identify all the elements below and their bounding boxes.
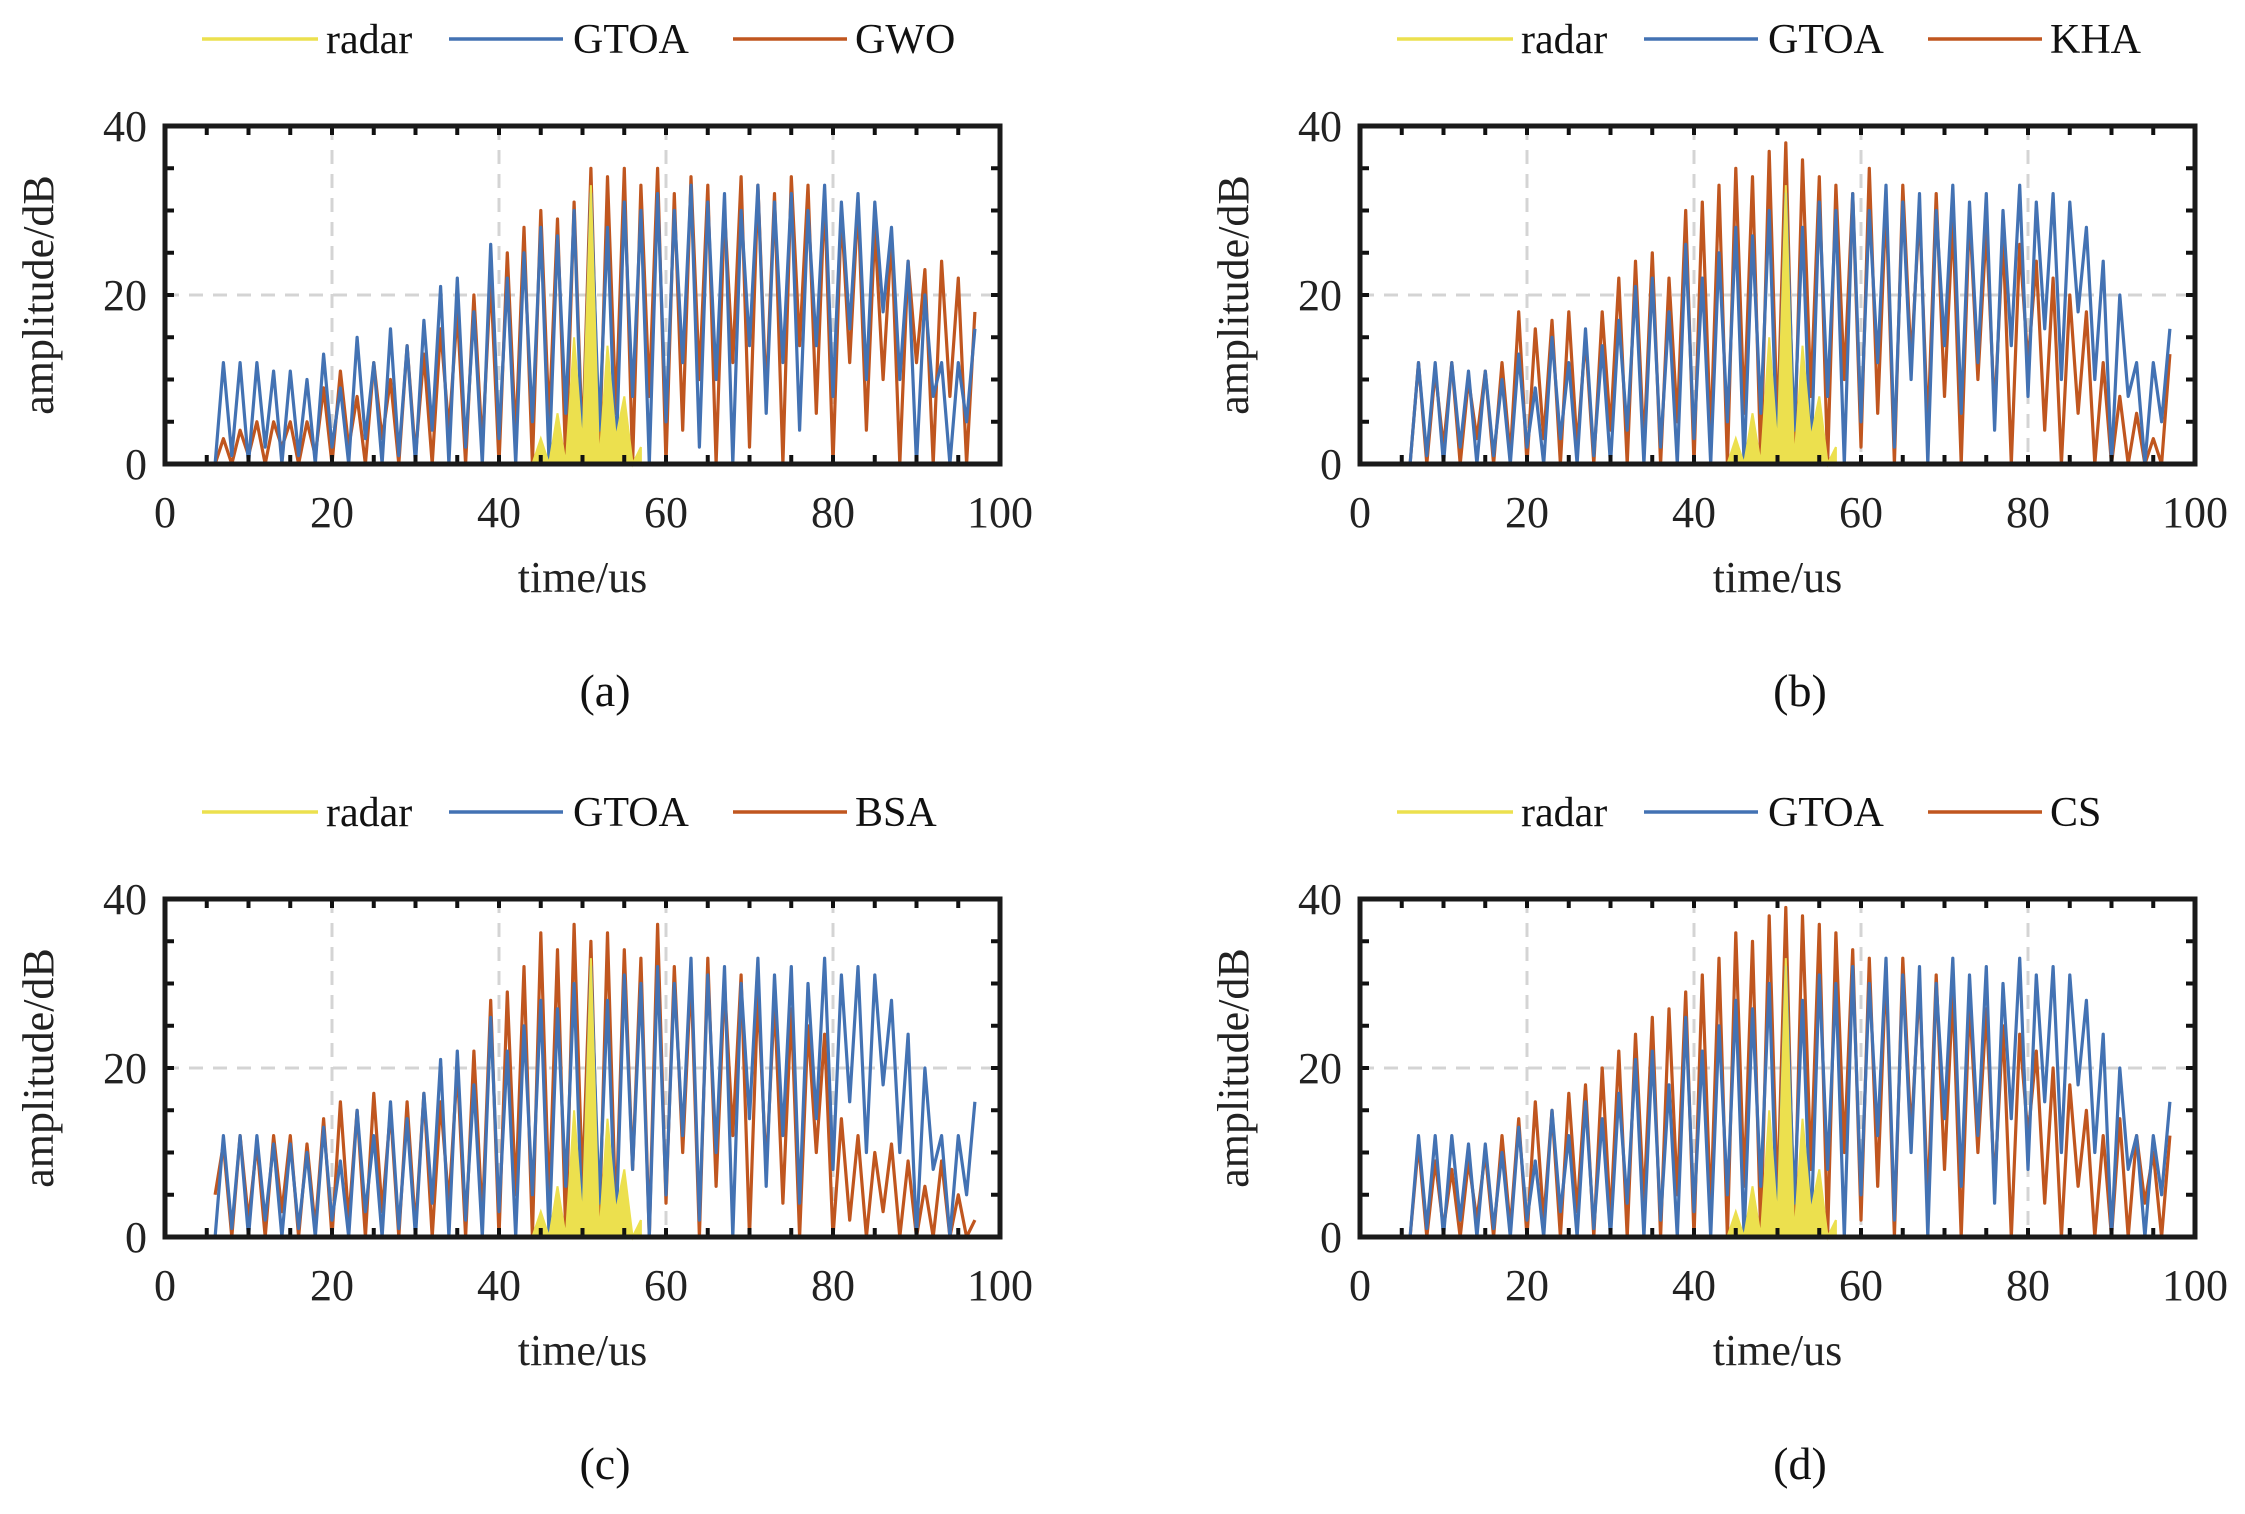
legend-label: GTOA [573, 17, 690, 63]
y-tick-label: 0 [1320, 440, 1342, 489]
legend-label: GWO [855, 17, 955, 63]
legend: radar GTOA KHA [1397, 17, 2142, 63]
x-tick-label: 80 [811, 1261, 855, 1310]
x-tick-label: 100 [2162, 488, 2228, 537]
x-tick-label: 0 [154, 1261, 176, 1310]
x-axis-label: time/us [518, 1326, 648, 1375]
axes-frame [1357, 123, 2198, 467]
x-axis-label: time/us [1713, 1326, 1843, 1375]
legend-label: GTOA [1768, 790, 1885, 836]
legend-label: radar [326, 790, 412, 836]
chart-panel-a: 0 20 40 60 80 100 0 20 40 time/us amplitude/dB rada… [14, 17, 1033, 716]
legend-label: radar [1521, 790, 1607, 836]
y-tick-label: 20 [1298, 271, 1342, 320]
x-tick-label: 0 [154, 488, 176, 537]
x-tick-label: 60 [644, 488, 688, 537]
legend-label: KHA [2050, 17, 2142, 63]
x-tick-label: 40 [1672, 488, 1716, 537]
x-tick-label: 20 [1505, 488, 1549, 537]
legend-label: radar [326, 17, 412, 63]
y-axis-label: amplitude/dB [1209, 948, 1258, 1188]
subfigure-caption: (c) [579, 1438, 630, 1489]
x-tick-label: 40 [1672, 1261, 1716, 1310]
series-radar [1726, 958, 1837, 1241]
x-tick-label: 60 [644, 1261, 688, 1310]
x-tick-label: 60 [1839, 488, 1883, 537]
subfigure-caption: (b) [1773, 665, 1827, 716]
legend: radar GTOA BSA [202, 790, 937, 836]
x-axis-label: time/us [518, 553, 648, 602]
x-tick-label: 60 [1839, 1261, 1883, 1310]
y-tick-label: 20 [103, 271, 147, 320]
series-radar [531, 958, 642, 1241]
y-axis-label: amplitude/dB [14, 948, 63, 1188]
legend-label: BSA [855, 790, 937, 836]
x-tick-label: 20 [310, 1261, 354, 1310]
y-axis-label: amplitude/dB [1209, 175, 1258, 415]
series-radar [1726, 185, 1837, 468]
subfigure-caption: (d) [1773, 1438, 1827, 1489]
x-axis-label: time/us [1713, 553, 1843, 602]
y-tick-label: 0 [125, 1213, 147, 1262]
axes-frame [1357, 896, 2198, 1240]
y-tick-label: 20 [103, 1044, 147, 1093]
x-tick-label: 80 [2006, 1261, 2050, 1310]
y-tick-label: 40 [1298, 875, 1342, 924]
x-tick-label: 80 [811, 488, 855, 537]
y-tick-label: 40 [1298, 102, 1342, 151]
x-tick-label: 20 [310, 488, 354, 537]
x-tick-label: 40 [477, 488, 521, 537]
series-radar [531, 185, 642, 468]
legend-label: CS [2050, 790, 2101, 836]
y-axis-label: amplitude/dB [14, 175, 63, 415]
y-tick-label: 40 [103, 875, 147, 924]
x-tick-label: 100 [2162, 1261, 2228, 1310]
chart-panel-c: 0 20 40 60 80 100 0 20 40 time/us amplitude/dB rada… [14, 790, 1033, 1489]
subfigure-caption: (a) [579, 665, 630, 716]
y-tick-label: 40 [103, 102, 147, 151]
legend-label: GTOA [573, 790, 690, 836]
y-tick-label: 20 [1298, 1044, 1342, 1093]
legend: radar GTOA GWO [202, 17, 955, 63]
legend: radar GTOA CS [1397, 790, 2101, 836]
axes-frame [162, 896, 1003, 1240]
legend-label: radar [1521, 17, 1607, 63]
y-tick-label: 0 [125, 440, 147, 489]
x-tick-label: 100 [967, 1261, 1033, 1310]
x-tick-label: 0 [1349, 488, 1371, 537]
x-tick-label: 0 [1349, 1261, 1371, 1310]
x-tick-label: 40 [477, 1261, 521, 1310]
legend-label: GTOA [1768, 17, 1885, 63]
x-tick-label: 20 [1505, 1261, 1549, 1310]
chart-panel-b: 0 20 40 60 80 100 0 20 40 time/us amplitude/dB rada… [1209, 17, 2228, 716]
y-tick-label: 0 [1320, 1213, 1342, 1262]
axes-frame [162, 123, 1003, 467]
x-tick-label: 80 [2006, 488, 2050, 537]
x-tick-label: 100 [967, 488, 1033, 537]
chart-panel-d: 0 20 40 60 80 100 0 20 40 time/us amplitude/dB rada… [1209, 790, 2228, 1489]
